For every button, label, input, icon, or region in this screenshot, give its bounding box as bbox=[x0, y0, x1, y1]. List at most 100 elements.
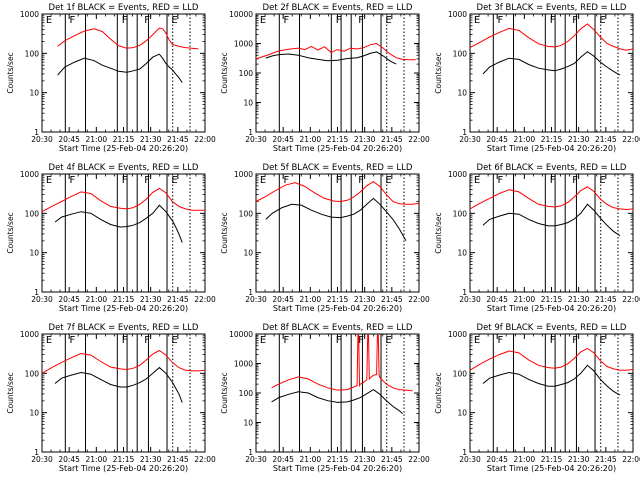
x-axis-title: Start Time (25-Feb-04 20:26:20) bbox=[273, 144, 402, 153]
x-tick-label: 21:00 bbox=[514, 455, 536, 464]
interval-marker-e: E bbox=[385, 175, 391, 186]
panel-5: Det 5f BLACK = Events, RED = LLD 1 10 100 10… bbox=[220, 163, 430, 313]
series-lld-line bbox=[469, 23, 634, 51]
x-tick-label: 21:00 bbox=[514, 295, 536, 304]
x-tick-label: 21:15 bbox=[541, 455, 563, 464]
interval-marker-f: F bbox=[358, 15, 364, 26]
interval-marker-e: E bbox=[260, 175, 266, 186]
series-lld-line bbox=[57, 27, 199, 50]
x-tick-label: 21:00 bbox=[300, 295, 322, 304]
y-axis-title: Counts/sec bbox=[434, 52, 443, 93]
x-tick-label: 20:30 bbox=[31, 295, 53, 304]
x-tick-label: 22:00 bbox=[194, 135, 216, 144]
y-axis-title: Counts/sec bbox=[6, 212, 15, 253]
series-events-line bbox=[265, 197, 407, 242]
interval-marker-f: F bbox=[498, 15, 504, 26]
y-tick-label: 1 bbox=[34, 448, 39, 457]
plot-frame bbox=[469, 333, 634, 453]
x-tick-label: 21:15 bbox=[113, 455, 135, 464]
x-axis-title: Start Time (25-Feb-04 20:26:20) bbox=[59, 304, 188, 313]
y-tick-label: 10 bbox=[29, 89, 39, 98]
y-axis-title: Counts/sec bbox=[220, 212, 229, 253]
y-tick-label: 1 bbox=[248, 128, 253, 137]
x-tick-label: 20:30 bbox=[245, 135, 267, 144]
interval-marker-f: F bbox=[122, 335, 128, 346]
interval-marker-e: E bbox=[385, 335, 391, 346]
interval-marker-e: E bbox=[599, 175, 605, 186]
interval-marker-f: F bbox=[122, 15, 128, 26]
x-tick-label: 21:00 bbox=[86, 455, 108, 464]
plot-frame bbox=[255, 333, 420, 453]
x-tick-label: 21:45 bbox=[167, 455, 189, 464]
y-tick-label: 1000 bbox=[234, 40, 253, 49]
y-axis-title: Counts/sec bbox=[6, 52, 15, 93]
interval-marker-f: F bbox=[144, 175, 150, 186]
x-tick-label: 21:15 bbox=[541, 295, 563, 304]
x-tick-label: 21:30 bbox=[354, 455, 376, 464]
x-tick-label: 20:30 bbox=[31, 455, 53, 464]
x-tick-label: 22:00 bbox=[194, 295, 216, 304]
series-lld-line bbox=[469, 186, 634, 211]
x-tick-label: 21:00 bbox=[300, 135, 322, 144]
plot-frame bbox=[255, 173, 420, 293]
x-tick-label: 20:30 bbox=[245, 295, 267, 304]
panel-6: Det 6f BLACK = Events, RED = LLD 1 10 100 10… bbox=[434, 163, 640, 313]
y-tick-label: 100 bbox=[239, 69, 254, 78]
panel-3: Det 3f BLACK = Events, RED = LLD 1 10 100 10… bbox=[434, 3, 640, 153]
series-lld-line bbox=[41, 187, 205, 213]
interval-marker-f: F bbox=[70, 15, 76, 26]
series-lld-line bbox=[469, 347, 634, 371]
x-tick-label: 22:00 bbox=[622, 135, 640, 144]
x-axis-title: Start Time (25-Feb-04 20:26:20) bbox=[59, 144, 188, 153]
x-tick-label: 21:45 bbox=[381, 455, 403, 464]
interval-marker-f: F bbox=[284, 175, 290, 186]
interval-marker-f: F bbox=[336, 335, 342, 346]
y-tick-label: 10 bbox=[243, 419, 253, 428]
y-tick-label: 1 bbox=[462, 288, 467, 297]
series-events-line bbox=[482, 203, 621, 237]
x-tick-label: 21:30 bbox=[568, 295, 590, 304]
x-tick-label: 22:00 bbox=[408, 455, 430, 464]
panel-7: Det 7f BLACK = Events, RED = LLD 1 10 100 10… bbox=[6, 323, 216, 473]
x-tick-label: 20:45 bbox=[272, 455, 294, 464]
x-axis-title: Start Time (25-Feb-04 20:26:20) bbox=[273, 464, 402, 473]
x-tick-label: 21:45 bbox=[167, 135, 189, 144]
x-tick-label: 22:00 bbox=[408, 135, 430, 144]
plot-frame bbox=[41, 13, 206, 133]
plot-frame bbox=[41, 333, 206, 453]
panel-title: Det 5f BLACK = Events, RED = LLD bbox=[263, 163, 413, 173]
y-tick-label: 1000 bbox=[234, 360, 253, 369]
x-axis-title: Start Time (25-Feb-04 20:26:20) bbox=[487, 464, 616, 473]
x-tick-label: 21:15 bbox=[327, 455, 349, 464]
x-tick-label: 20:45 bbox=[272, 295, 294, 304]
x-tick-label: 21:30 bbox=[568, 455, 590, 464]
plot-frame bbox=[469, 173, 634, 293]
panel-9: Det 9f BLACK = Events, RED = LLD 1 10 100 10… bbox=[434, 323, 640, 473]
interval-marker-e: E bbox=[599, 335, 605, 346]
panel-title: Det 9f BLACK = Events, RED = LLD bbox=[477, 323, 627, 333]
x-tick-label: 21:45 bbox=[595, 135, 617, 144]
x-axis-title: Start Time (25-Feb-04 20:26:20) bbox=[273, 304, 402, 313]
interval-marker-e: E bbox=[474, 175, 480, 186]
x-tick-label: 20:45 bbox=[272, 135, 294, 144]
y-tick-label: 1000 bbox=[20, 330, 39, 339]
interval-marker-f: F bbox=[144, 15, 150, 26]
interval-marker-f: F bbox=[572, 175, 578, 186]
y-tick-label: 10000 bbox=[229, 10, 253, 19]
x-tick-label: 20:45 bbox=[486, 455, 508, 464]
x-tick-label: 21:30 bbox=[140, 455, 162, 464]
x-tick-label: 20:45 bbox=[486, 295, 508, 304]
x-tick-label: 20:30 bbox=[459, 455, 481, 464]
x-tick-label: 21:30 bbox=[140, 135, 162, 144]
x-tick-label: 20:45 bbox=[58, 135, 80, 144]
x-tick-label: 21:45 bbox=[167, 295, 189, 304]
y-tick-label: 1000 bbox=[234, 170, 253, 179]
panel-title: Det 8f BLACK = Events, RED = LLD bbox=[263, 323, 413, 333]
y-tick-label: 10 bbox=[457, 249, 467, 258]
interval-marker-f: F bbox=[498, 335, 504, 346]
interval-marker-e: E bbox=[385, 15, 391, 26]
interval-marker-e: E bbox=[599, 15, 605, 26]
y-tick-label: 100 bbox=[453, 369, 468, 378]
